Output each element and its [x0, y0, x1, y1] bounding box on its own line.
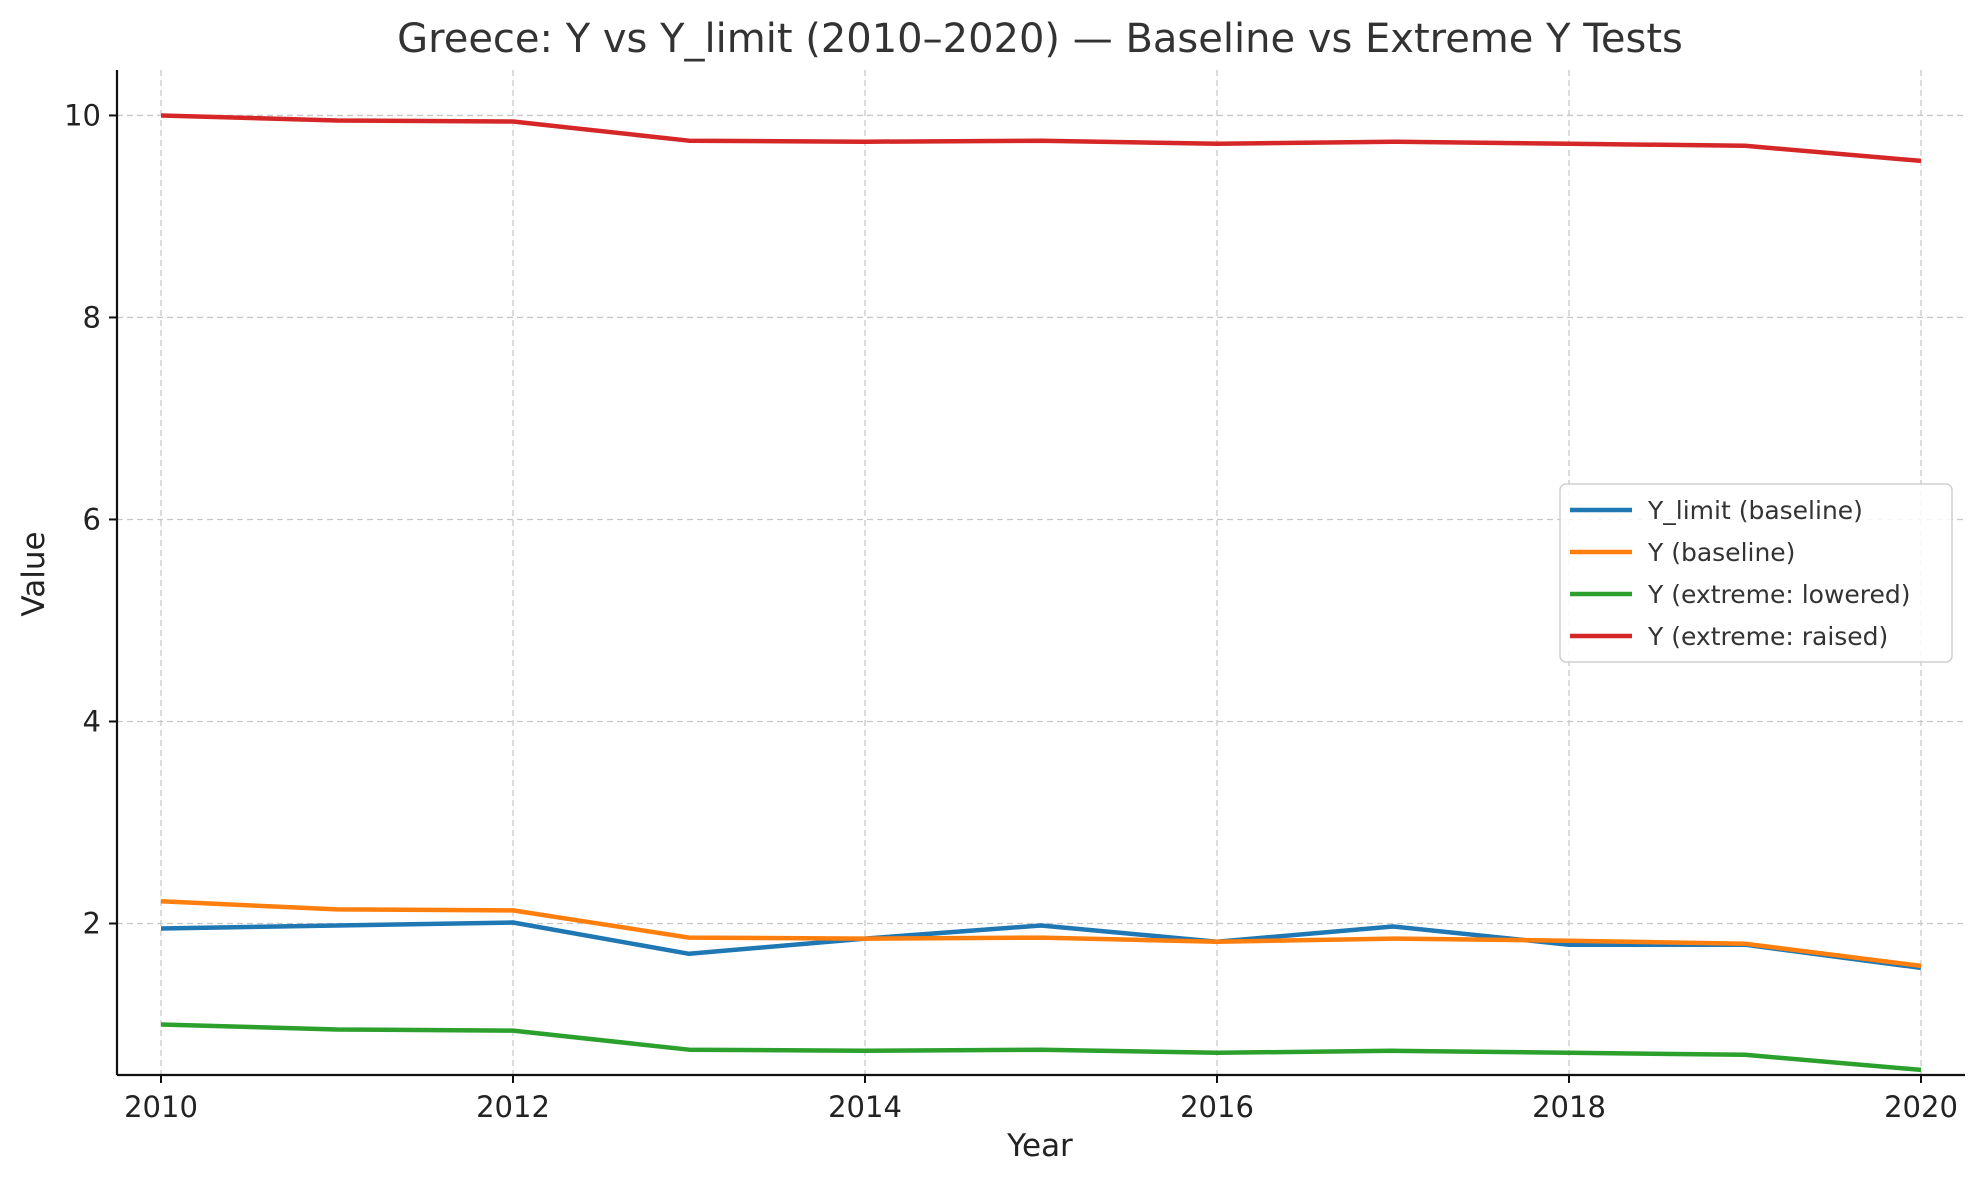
series-line-3 [160, 1022, 1922, 1073]
legend-label: Y (extreme: raised) [1647, 622, 1888, 651]
axes [115, 70, 1965, 1077]
series-lines [160, 113, 1922, 1073]
x-tick-label: 2016 [1180, 1090, 1254, 1124]
series-line-2 [160, 899, 1922, 969]
y-tick-label: 8 [83, 300, 101, 334]
ticks: 2010 2012 2014 2016 2018 2020 2 4 6 8 10 [64, 98, 1958, 1124]
x-axis-label: Year [1006, 1128, 1073, 1164]
series-line-1 [160, 920, 1922, 971]
legend-label: Y_limit (baseline) [1647, 496, 1863, 525]
y-axis-label: Value [16, 531, 52, 616]
x-tick-label: 2014 [828, 1090, 902, 1124]
y-tick-label: 10 [64, 98, 101, 132]
x-tick-label: 2018 [1532, 1090, 1606, 1124]
legend-label: Y (extreme: lowered) [1647, 580, 1911, 609]
legend-items: Y_limit (baseline) Y (baseline) Y (extreme… [1570, 496, 1911, 651]
y-tick-label: 2 [83, 906, 101, 940]
chart-title: Greece: Y vs Y_limit (2010–2020) — Basel… [397, 16, 1683, 62]
legend-label: Y (baseline) [1647, 538, 1795, 567]
y-tick-label: 6 [83, 502, 101, 536]
x-tick-label: 2012 [476, 1090, 550, 1124]
x-tick-label: 2010 [124, 1090, 198, 1124]
x-tick-label: 2020 [1884, 1090, 1958, 1124]
y-tick-label: 4 [83, 704, 101, 738]
series-line-4 [160, 113, 1922, 164]
legend-box [1559, 483, 1953, 663]
legend: Y_limit (baseline) Y (baseline) Y (extreme… [1559, 483, 1953, 663]
